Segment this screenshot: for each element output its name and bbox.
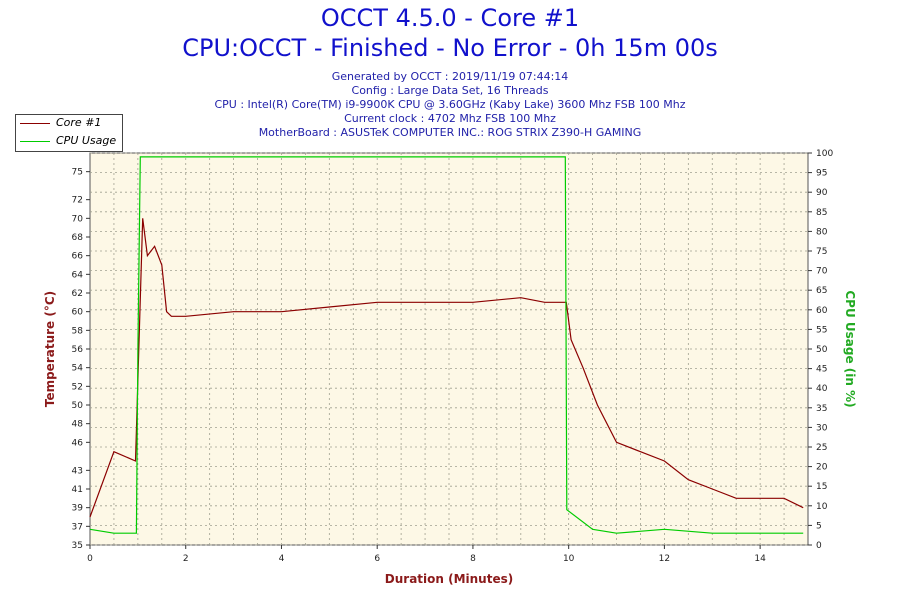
legend-swatch-cpu-usage (20, 141, 50, 142)
y2-tick-label: 35 (816, 404, 827, 414)
y-tick-label: 70 (72, 214, 84, 224)
series-line-cpu-usage (89, 156, 804, 534)
y-tick-label: 41 (72, 485, 83, 495)
y-tick-label: 68 (72, 233, 84, 243)
legend-label-cpu-usage: CPU Usage (56, 134, 117, 147)
legend: Core #1 CPU Usage (15, 114, 123, 152)
y2-tick-label: 10 (816, 502, 828, 512)
y2-tick-label: 100 (816, 149, 833, 159)
y2-tick-label: 40 (816, 384, 828, 394)
y-tick-label: 56 (72, 345, 84, 355)
y2-tick-label: 90 (816, 188, 828, 198)
x-tick-label: 12 (659, 554, 670, 564)
y2-tick-label: 5 (816, 521, 822, 531)
y-tick-label: 58 (72, 326, 84, 336)
y-tick-label: 60 (72, 308, 84, 318)
y2-tick-label: 65 (816, 286, 827, 296)
y-tick-label: 46 (72, 438, 84, 448)
y-tick-label: 54 (72, 364, 84, 374)
x-tick-label: 6 (374, 554, 380, 564)
legend-item-cpu-usage: CPU Usage (16, 133, 122, 150)
x-tick-label: 14 (754, 554, 766, 564)
y2-tick-label: 75 (816, 247, 827, 257)
x-tick-label: 10 (563, 554, 575, 564)
chart-subtitle: CPU:OCCT - Finished - No Error - 0h 15m … (182, 34, 718, 62)
y2-tick-label: 85 (816, 208, 827, 218)
y-tick-label: 39 (72, 504, 84, 514)
y-tick-label: 52 (72, 382, 83, 392)
y2-tick-label: 45 (816, 365, 827, 375)
chart-title: OCCT 4.5.0 - Core #1 (320, 4, 580, 32)
y2-tick-label: 30 (816, 423, 828, 433)
info-generated: Generated by OCCT : 2019/11/19 07:44:14 (331, 70, 569, 83)
y-tick-label: 50 (72, 401, 84, 411)
x-tick-label: 8 (470, 554, 476, 564)
info-motherboard: MotherBoard : ASUSTeK COMPUTER INC.: ROG… (258, 126, 642, 139)
y2-tick-label: 80 (816, 227, 828, 237)
y2-tick-label: 0 (816, 541, 822, 551)
y2-tick-label: 25 (816, 443, 827, 453)
y-tick-label: 48 (72, 420, 84, 430)
y2-tick-label: 70 (816, 267, 828, 277)
y2-tick-label: 60 (816, 306, 828, 316)
y-tick-label: 35 (72, 541, 83, 551)
info-config: Config : Large Data Set, 16 Threads (351, 84, 549, 97)
legend-label-core1: Core #1 (56, 116, 102, 129)
y2-tick-label: 95 (816, 169, 827, 179)
legend-item-core1: Core #1 (16, 115, 122, 132)
y2-tick-label: 55 (816, 325, 827, 335)
y-tick-label: 64 (72, 270, 84, 280)
y-axis-label: Temperature (°C) (43, 291, 57, 407)
info-cpu: CPU : Intel(R) Core(TM) i9-9900K CPU @ 3… (214, 98, 686, 111)
legend-swatch-core1 (20, 123, 50, 124)
x-tick-label: 4 (279, 554, 285, 564)
x-tick-label: 0 (87, 554, 93, 564)
info-clock: Current clock : 4702 Mhz FSB 100 Mhz (344, 112, 556, 125)
x-tick-label: 2 (183, 554, 189, 564)
y-tick-label: 75 (72, 168, 83, 178)
y2-axis-label: CPU Usage (in %) (843, 290, 857, 407)
series-line-core1 (89, 218, 804, 518)
y-tick-label: 66 (72, 252, 84, 262)
y-tick-label: 43 (72, 466, 83, 476)
y2-tick-label: 20 (816, 463, 828, 473)
y-tick-label: 37 (72, 522, 83, 532)
x-axis-label: Duration (Minutes) (385, 572, 513, 586)
y-tick-label: 62 (72, 289, 83, 299)
y2-tick-label: 50 (816, 345, 828, 355)
y2-tick-label: 15 (816, 482, 827, 492)
y-tick-label: 72 (72, 196, 83, 206)
